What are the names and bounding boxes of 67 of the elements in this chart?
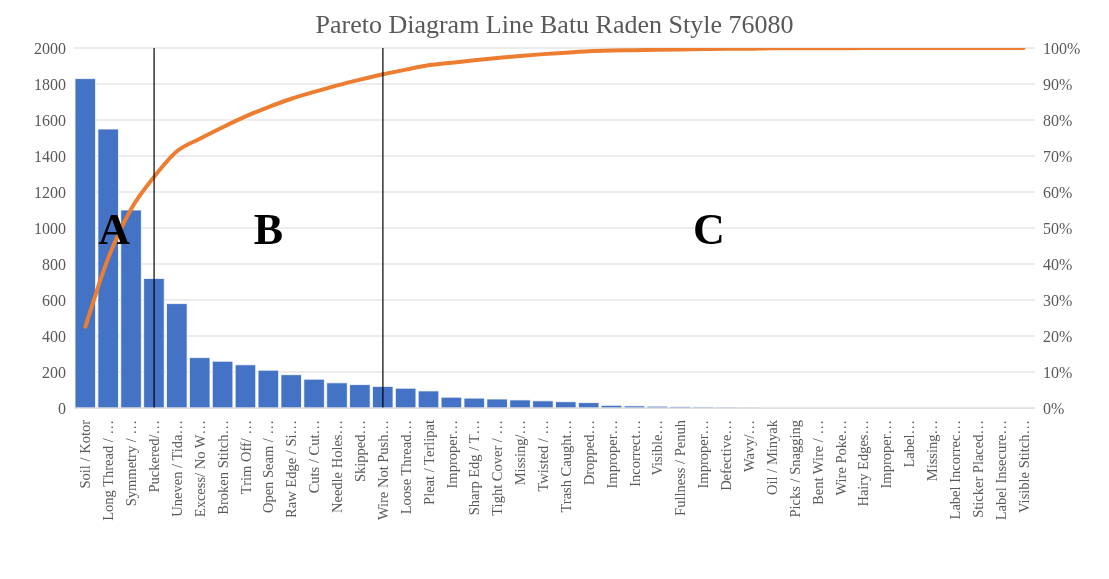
y2-tick-label: 40%: [1043, 255, 1073, 273]
x-tick-label: Bent Wire / …: [809, 420, 826, 505]
x-tick-label: Wire Not Push…: [374, 420, 391, 521]
x-tick-label: Defective…: [718, 420, 735, 491]
x-tick-label: Improper…: [695, 420, 712, 489]
y2-tick-label: 70%: [1043, 147, 1073, 165]
x-tick-label: Trim Off/ …: [237, 420, 254, 495]
x-tick-label: Open Seam / …: [260, 420, 277, 514]
x-tick-label: Skipped…: [352, 420, 369, 483]
y-tick-label: 0: [58, 399, 66, 417]
x-tick-label: Cuts / Cut…: [306, 420, 323, 494]
y2-tick-label: 0%: [1043, 399, 1065, 417]
annotation: B: [253, 204, 284, 254]
y-tick-label: 1200: [34, 183, 66, 201]
x-tick-label: Sharp Edg / T…: [466, 420, 483, 516]
y-tick-label: 400: [42, 327, 66, 345]
x-tick-label: Hairy Edges…: [855, 420, 872, 507]
x-tick-label: Broken Stitch…: [214, 420, 231, 515]
x-tick-label: Needle Holes…: [329, 420, 346, 514]
x-tick-label: Tight Cover / …: [489, 420, 506, 516]
y-tick-label: 1000: [34, 219, 66, 237]
x-tick-label: Dropped…: [580, 420, 597, 486]
x-tick-label: Long Thread / …: [100, 420, 117, 521]
x-tick-label: Pleat / Terlipat: [420, 420, 437, 505]
x-tick-label: Visible…: [649, 420, 666, 476]
y-tick-label: 1800: [34, 75, 66, 93]
x-tick-label: Trash Caught…: [557, 420, 574, 513]
x-tick-label: Puckered/…: [146, 420, 163, 493]
x-tick-label: Missing…: [924, 420, 941, 482]
x-tick-label: Soil / Kotor: [77, 419, 94, 489]
y2-tick-label: 80%: [1043, 111, 1073, 129]
x-tick-label: Picks / Snagging: [786, 420, 803, 518]
x-tick-label: Improper…: [443, 420, 460, 489]
y2-tick-label: 10%: [1043, 363, 1073, 381]
x-tick-label: Label…: [901, 420, 918, 468]
x-tick-label: Wavy/…: [740, 420, 757, 472]
x-tick-label: Incorrect…: [626, 420, 643, 487]
x-tick-label: Label Insecure…: [992, 420, 1009, 521]
y2-tick-label: 50%: [1043, 219, 1073, 237]
y-tick-label: 200: [42, 363, 66, 381]
x-tick-label: Fullness / Penuh: [672, 419, 689, 516]
x-tick-label: Excess/ No W…: [191, 420, 208, 518]
x-tick-label: Missing/…: [512, 420, 529, 486]
chart-title: Pareto Diagram Line Batu Raden Style 76080: [315, 10, 794, 39]
x-tick-label: Sticker Placed…: [969, 420, 986, 518]
x-tick-label: Oil / Minyak: [763, 419, 780, 495]
x-tick-label: Uneven / Tida…: [168, 420, 185, 517]
x-tick-label: Visible Stitch…: [1015, 420, 1032, 513]
x-tick-label: Wire Poke…: [832, 420, 849, 496]
y-tick-label: 800: [42, 255, 66, 273]
y2-tick-label: 90%: [1043, 75, 1073, 93]
x-tick-label: Improper…: [603, 420, 620, 489]
y-tick-label: 2000: [34, 39, 66, 57]
x-tick-label: Label Incorrec…: [946, 420, 963, 520]
x-tick-label: Improper…: [878, 420, 895, 489]
x-tick-label: Symmetry / …: [123, 420, 140, 507]
y2-tick-label: 100%: [1043, 39, 1081, 57]
y-tick-label: 600: [42, 291, 66, 309]
y2-tick-label: 30%: [1043, 291, 1073, 309]
y-tick-label: 1600: [34, 111, 66, 129]
y2-tick-label: 20%: [1043, 327, 1073, 345]
x-tick-label: Loose Thread…: [397, 420, 414, 515]
annotation: C: [693, 204, 725, 254]
y2-tick-label: 60%: [1043, 183, 1073, 201]
x-tick-label: Twisted / …: [535, 420, 552, 492]
x-tick-label: Raw Edge / Si…: [283, 420, 300, 518]
y-tick-label: 1400: [34, 147, 66, 165]
